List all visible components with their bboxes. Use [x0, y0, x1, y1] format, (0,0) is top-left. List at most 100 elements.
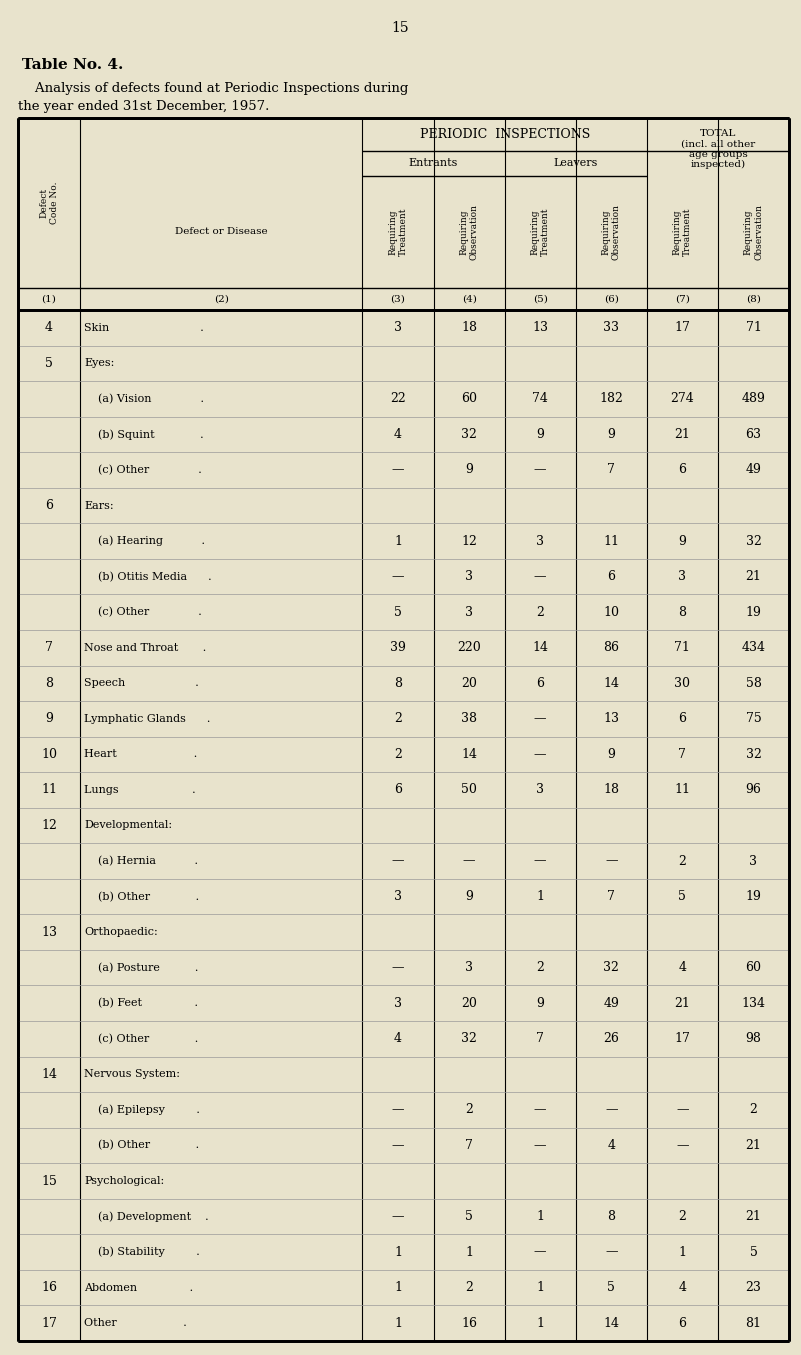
Text: 11: 11: [674, 783, 690, 797]
Text: Requiring
Treatment: Requiring Treatment: [388, 207, 408, 256]
Text: 10: 10: [603, 606, 619, 619]
Text: (b) Otitis Media      .: (b) Otitis Media .: [84, 572, 211, 581]
Text: (4): (4): [461, 294, 477, 304]
Text: 2: 2: [678, 1210, 686, 1224]
Text: 33: 33: [603, 321, 619, 335]
Text: 20: 20: [461, 997, 477, 1009]
Text: PERIODIC  INSPECTIONS: PERIODIC INSPECTIONS: [420, 127, 590, 141]
Text: (2): (2): [214, 294, 228, 304]
Text: Requiring
Observation: Requiring Observation: [460, 205, 479, 260]
Text: Psychological:: Psychological:: [84, 1176, 164, 1186]
Text: Nose and Throat       .: Nose and Throat .: [84, 642, 206, 653]
Text: 5: 5: [607, 1282, 615, 1294]
Text: 21: 21: [674, 997, 690, 1009]
Text: Requiring
Treatment: Requiring Treatment: [530, 207, 550, 256]
Text: 15: 15: [41, 1175, 57, 1187]
Text: 4: 4: [394, 1033, 402, 1045]
Text: 22: 22: [390, 393, 406, 405]
Text: 4: 4: [607, 1140, 615, 1152]
Text: Heart                      .: Heart .: [84, 749, 197, 759]
Text: —: —: [534, 463, 546, 477]
Text: 3: 3: [536, 783, 544, 797]
Text: (c) Other              .: (c) Other .: [84, 607, 202, 618]
Text: (a) Development    .: (a) Development .: [84, 1211, 208, 1222]
Text: —: —: [534, 1103, 546, 1117]
Text: 489: 489: [742, 393, 766, 405]
Text: 1: 1: [536, 1210, 544, 1224]
Text: 1: 1: [394, 1282, 402, 1294]
Text: 13: 13: [603, 713, 619, 725]
Text: 9: 9: [465, 463, 473, 477]
Text: 1: 1: [394, 535, 402, 547]
Text: 3: 3: [678, 570, 686, 583]
Text: —: —: [605, 1245, 618, 1259]
Text: 9: 9: [536, 428, 544, 440]
Text: —: —: [534, 713, 546, 725]
Text: 9: 9: [607, 428, 615, 440]
Text: 74: 74: [533, 393, 548, 405]
Text: (b) Squint             .: (b) Squint .: [84, 430, 203, 440]
Text: 32: 32: [746, 748, 762, 762]
Text: 4: 4: [678, 961, 686, 974]
Text: 15: 15: [392, 20, 409, 35]
Text: 1: 1: [536, 1282, 544, 1294]
Text: —: —: [392, 1103, 405, 1117]
Text: Defect
Code No.: Defect Code No.: [39, 182, 58, 224]
Text: 75: 75: [746, 713, 761, 725]
Text: 96: 96: [746, 783, 762, 797]
Text: 32: 32: [461, 1033, 477, 1045]
Text: (a) Epilepsy         .: (a) Epilepsy .: [84, 1104, 199, 1115]
Text: 3: 3: [536, 535, 544, 547]
Text: (b) Other             .: (b) Other .: [84, 1141, 199, 1150]
Text: 7: 7: [536, 1033, 544, 1045]
Text: 98: 98: [746, 1033, 762, 1045]
Text: 17: 17: [674, 321, 690, 335]
Text: 134: 134: [742, 997, 766, 1009]
Text: 71: 71: [746, 321, 762, 335]
Text: 8: 8: [394, 676, 402, 690]
Text: 274: 274: [670, 393, 694, 405]
Text: 3: 3: [465, 606, 473, 619]
Text: 21: 21: [746, 1210, 762, 1224]
Text: 9: 9: [607, 748, 615, 762]
Text: 13: 13: [41, 925, 57, 939]
Text: 4: 4: [45, 321, 53, 335]
Text: 2: 2: [394, 748, 402, 762]
Text: 14: 14: [461, 748, 477, 762]
Text: (6): (6): [604, 294, 618, 304]
Text: 2: 2: [678, 855, 686, 867]
Text: 71: 71: [674, 641, 690, 654]
Text: 6: 6: [678, 713, 686, 725]
Text: —: —: [392, 463, 405, 477]
Text: 5: 5: [394, 606, 402, 619]
Text: 3: 3: [394, 321, 402, 335]
Text: 7: 7: [607, 890, 615, 902]
Text: 1: 1: [678, 1245, 686, 1259]
Text: 63: 63: [746, 428, 762, 440]
Text: 1: 1: [536, 890, 544, 902]
Text: Orthopaedic:: Orthopaedic:: [84, 927, 158, 938]
Text: —: —: [676, 1140, 689, 1152]
Text: 182: 182: [599, 393, 623, 405]
Text: 49: 49: [746, 463, 762, 477]
Text: 3: 3: [465, 570, 473, 583]
Text: 1: 1: [394, 1245, 402, 1259]
Text: 8: 8: [45, 676, 53, 690]
Text: 19: 19: [746, 890, 762, 902]
Text: (a) Hernia           .: (a) Hernia .: [84, 856, 198, 866]
Text: 220: 220: [457, 641, 481, 654]
Text: 7: 7: [678, 748, 686, 762]
Text: 2: 2: [465, 1282, 473, 1294]
Text: 38: 38: [461, 713, 477, 725]
Text: 30: 30: [674, 676, 690, 690]
Text: 32: 32: [461, 428, 477, 440]
Text: (b) Feet               .: (b) Feet .: [84, 999, 198, 1008]
Text: Requiring
Observation: Requiring Observation: [602, 205, 621, 260]
Text: 32: 32: [603, 961, 619, 974]
Text: (c) Other              .: (c) Other .: [84, 465, 202, 476]
Text: 50: 50: [461, 783, 477, 797]
Text: 9: 9: [678, 535, 686, 547]
Text: the year ended 31st December, 1957.: the year ended 31st December, 1957.: [18, 100, 269, 112]
Text: 4: 4: [678, 1282, 686, 1294]
Text: —: —: [392, 570, 405, 583]
